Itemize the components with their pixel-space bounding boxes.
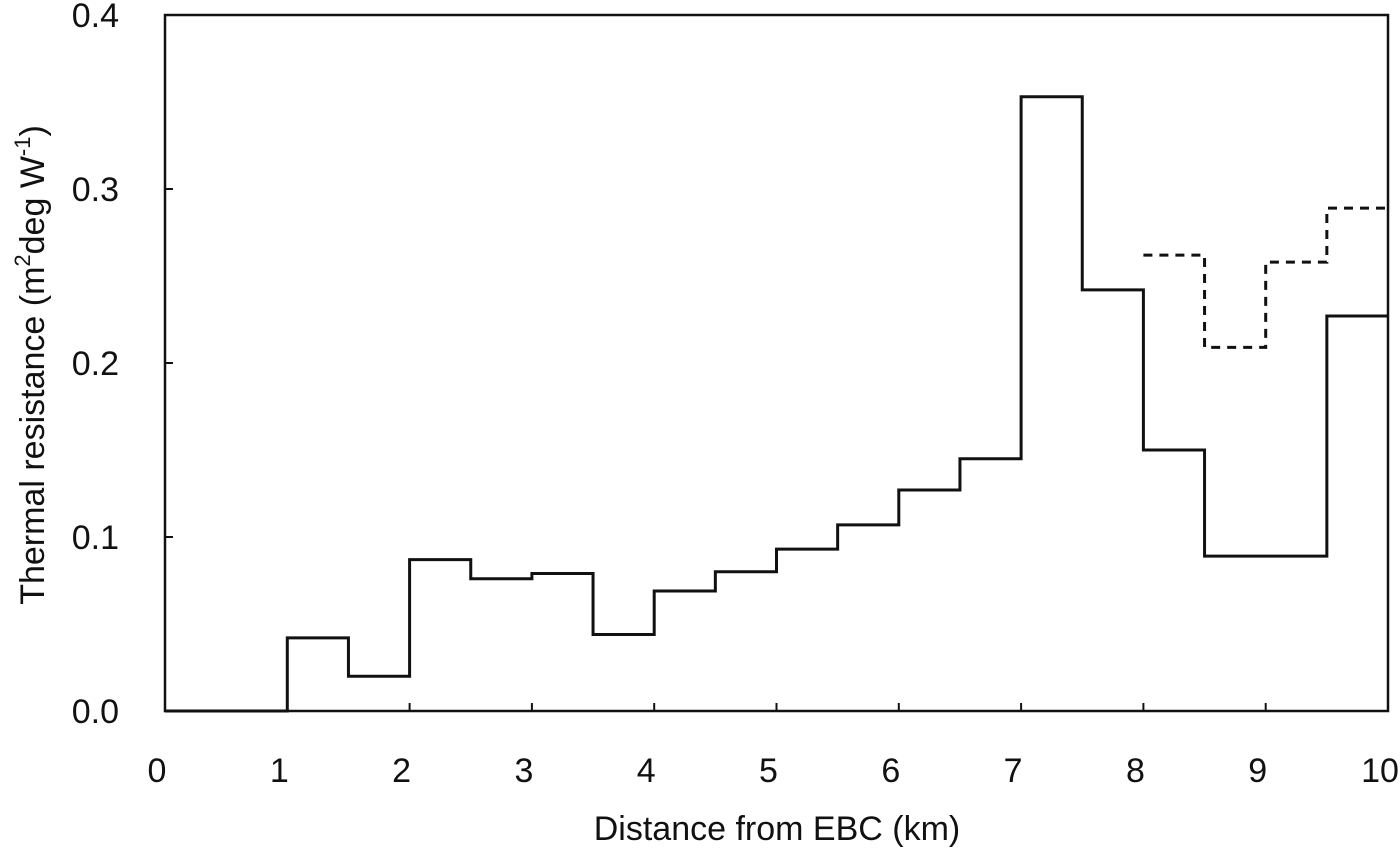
x-tick-label: 8 [1126, 752, 1145, 790]
x-axis: 0 1 2 3 4 5 6 7 8 9 10 [148, 703, 1399, 790]
y-axis-title-part: deg W [14, 156, 52, 254]
series-layer [165, 95, 1388, 713]
x-tick-label: 5 [759, 752, 778, 790]
x-tick-label: 6 [881, 752, 900, 790]
y-axis-title-part: Thermal resistance (m [14, 267, 52, 605]
y-tick-label: 0.2 [72, 345, 119, 383]
series-solid [165, 95, 1388, 713]
x-tick-label: 9 [1248, 752, 1267, 790]
y-axis-title-part: ) [14, 125, 52, 136]
series-line-dotted [1143, 206, 1388, 349]
y-axis: 0.0 0.1 0.2 0.3 0.4 [72, 0, 173, 731]
y-axis-title-superscript: 2 [10, 254, 35, 266]
y-axis-title-superscript: -1 [10, 137, 35, 157]
y-tick-label: 0.4 [72, 0, 119, 35]
x-tick-label: 3 [514, 752, 533, 790]
y-tick-label: 0.0 [72, 693, 119, 731]
x-tick-label: 1 [270, 752, 289, 790]
plot-frame [163, 13, 1390, 713]
x-tick-label: 0 [148, 752, 167, 790]
y-axis-title: Thermal resistance (m2deg W-1) [10, 125, 52, 605]
series-dotted [1143, 206, 1388, 349]
x-tick-label: 10 [1361, 752, 1399, 790]
x-axis-title: Distance from EBC (km) [594, 810, 961, 847]
y-tick-label: 0.1 [72, 519, 119, 557]
series-line-solid [165, 95, 1388, 713]
x-tick-label: 7 [1004, 752, 1023, 790]
x-tick-label: 2 [392, 752, 411, 790]
y-tick-label: 0.3 [72, 171, 119, 209]
plot-border [163, 13, 1390, 713]
x-tick-label: 4 [637, 752, 656, 790]
